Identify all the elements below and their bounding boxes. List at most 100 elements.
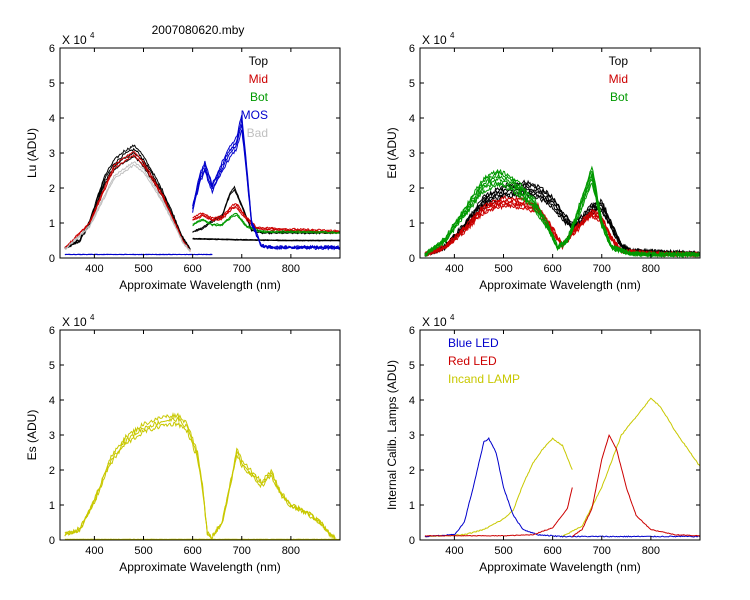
y-tick-label: 1 (49, 218, 55, 230)
x-axis-label: Approximate Wavelength (nm) (479, 560, 641, 574)
legend-entry-bot: Bot (250, 90, 269, 104)
series-line-es (64, 421, 213, 540)
x-tick-label: 500 (494, 263, 512, 275)
y-tick-label: 4 (49, 395, 55, 407)
y-scale-exponent: 4 (450, 313, 455, 322)
y-scale-exponent: 4 (450, 31, 455, 40)
series-line-es (211, 454, 336, 540)
series-line-top (192, 185, 340, 234)
plot-frame (59, 47, 341, 259)
y-tick-label: 4 (49, 113, 55, 125)
series-line-top (192, 237, 340, 241)
series-line-bot (192, 212, 340, 234)
y-tick-label: 4 (409, 113, 415, 125)
legend-entry-top: Top (609, 54, 629, 68)
x-tick-label: 800 (642, 545, 660, 557)
y-tick-label: 4 (409, 395, 415, 407)
y-tick-label: 3 (409, 148, 415, 160)
y-scale-exponent: 4 (90, 313, 95, 322)
series-line-incand-lamp (424, 437, 573, 538)
y-tick-label: 2 (409, 183, 415, 195)
x-tick-label: 500 (134, 545, 152, 557)
y-tick-label: 3 (409, 430, 415, 442)
x-tick-label: 700 (233, 263, 251, 275)
series-line-mid (192, 203, 340, 232)
series-line-incand-lamp (562, 397, 700, 537)
y-axis-label: Lu (ADU) (25, 128, 39, 178)
y-tick-label: 6 (49, 325, 55, 337)
x-tick-label: 500 (494, 545, 512, 557)
y-tick-label: 0 (49, 253, 55, 265)
legend-entry-top: Top (249, 54, 269, 68)
y-tick-label: 5 (409, 78, 415, 90)
y-scale-label: X 10 (422, 315, 447, 329)
legend-entry-bot: Bot (610, 90, 629, 104)
y-tick-label: 5 (49, 78, 55, 90)
legend-entry-red-led: Red LED (448, 354, 497, 368)
series-line-es (211, 449, 336, 540)
legend-entry-mid: Mid (609, 72, 628, 86)
series-line-red-led (424, 487, 573, 537)
y-axis-label: Internal Calib. Lamps (ADU) (385, 360, 399, 510)
x-tick-label: 600 (543, 263, 561, 275)
series-group (64, 114, 340, 256)
y-axis-label: Es (ADU) (25, 410, 39, 461)
x-tick-label: 400 (445, 545, 463, 557)
legend-entry-mid: Mid (249, 72, 268, 86)
x-axis-label: Approximate Wavelength (nm) (119, 560, 281, 574)
x-tick-label: 800 (282, 545, 300, 557)
x-tick-label: 400 (85, 263, 103, 275)
y-tick-label: 0 (409, 535, 415, 547)
y-tick-label: 3 (49, 430, 55, 442)
y-tick-label: 0 (409, 253, 415, 265)
y-tick-label: 2 (409, 465, 415, 477)
y-scale-exponent: 4 (90, 31, 95, 40)
y-tick-label: 3 (49, 148, 55, 160)
x-tick-label: 400 (445, 263, 463, 275)
series-group (424, 397, 700, 538)
figure-title: 2007080620.mby (152, 23, 245, 37)
x-axis-label: Approximate Wavelength (nm) (119, 278, 281, 292)
series-line-es (211, 447, 336, 540)
series-line-red-led (571, 433, 700, 538)
legend-entry-blue-led: Blue LED (448, 336, 499, 350)
x-tick-label: 600 (183, 263, 201, 275)
x-axis-label: Approximate Wavelength (nm) (479, 278, 641, 292)
y-tick-label: 6 (409, 43, 415, 55)
x-tick-label: 400 (85, 545, 103, 557)
series-group (424, 165, 700, 258)
series-line-es (64, 416, 213, 540)
x-tick-label: 800 (282, 263, 300, 275)
x-tick-label: 700 (593, 263, 611, 275)
series-line-top (64, 152, 191, 251)
y-tick-label: 2 (49, 465, 55, 477)
y-tick-label: 5 (409, 360, 415, 372)
y-tick-label: 6 (409, 325, 415, 337)
x-tick-label: 500 (134, 263, 152, 275)
y-tick-label: 2 (49, 183, 55, 195)
x-tick-label: 700 (233, 545, 251, 557)
y-tick-label: 0 (49, 535, 55, 547)
x-tick-label: 700 (593, 545, 611, 557)
series-line-bad (64, 164, 191, 252)
y-scale-label: X 10 (422, 33, 447, 47)
y-scale-label: X 10 (62, 33, 87, 47)
series-line-bad (64, 161, 191, 251)
y-tick-label: 6 (49, 43, 55, 55)
y-tick-label: 5 (49, 360, 55, 372)
series-line-mid (64, 153, 191, 252)
series-line-bot (424, 165, 700, 258)
series-line-mos (192, 114, 340, 250)
y-tick-label: 1 (409, 500, 415, 512)
legend-entry-bad: Bad (247, 126, 268, 140)
y-axis-label: Ed (ADU) (385, 127, 399, 178)
x-tick-label: 600 (183, 545, 201, 557)
series-group (64, 412, 340, 540)
series-line-mid (64, 150, 191, 252)
legend-entry-mos: MOS (241, 108, 268, 122)
